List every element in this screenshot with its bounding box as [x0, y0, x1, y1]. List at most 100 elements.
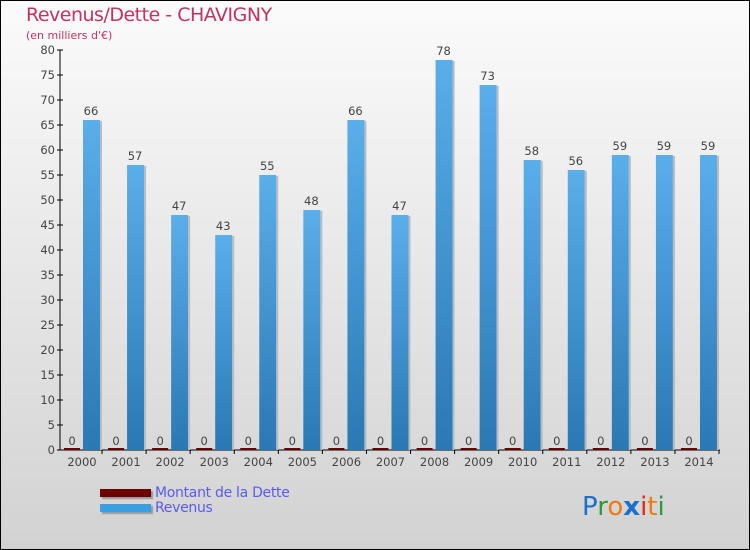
value-label-revenus: 78 [436, 44, 451, 58]
bar-dette [240, 448, 257, 450]
x-tick-label: 2005 [288, 455, 317, 469]
bar-revenus [215, 235, 233, 450]
y-tick-label: 70 [40, 93, 55, 107]
bar-revenus [303, 210, 321, 450]
value-label-revenus: 73 [480, 69, 495, 83]
legend-swatch-revenus [100, 504, 151, 512]
chart-subtitle: (en milliers d'€) [26, 29, 113, 42]
y-tick-label: 80 [40, 43, 55, 57]
bar-revenus [611, 155, 629, 450]
x-tick-label: 2000 [67, 455, 96, 469]
bar-revenus [347, 120, 365, 450]
x-tick-label: 2003 [200, 455, 229, 469]
y-tick-label: 5 [48, 418, 55, 432]
bar-revenus [567, 170, 585, 450]
bar-shadow [144, 166, 147, 450]
bar-shadow [716, 156, 719, 450]
y-tick-label: 35 [40, 268, 55, 282]
bar-revenus [127, 165, 145, 450]
x-tick-label: 2006 [332, 455, 361, 469]
y-tick-label: 60 [40, 143, 55, 157]
y-tick-label: 65 [40, 118, 55, 132]
value-label-revenus: 48 [304, 194, 319, 208]
legend-swatch-dette [100, 489, 151, 497]
value-label-revenus: 66 [348, 104, 363, 118]
y-tick-label: 15 [40, 368, 55, 382]
bar-dette [460, 448, 477, 450]
x-tick-label: 2013 [640, 455, 669, 469]
bar-shadow [584, 171, 587, 450]
value-label-dette: 0 [68, 434, 75, 448]
bar-revenus [391, 215, 409, 450]
value-label-revenus: 59 [701, 139, 716, 153]
bar-shadow [540, 161, 543, 450]
bar-shadow [408, 216, 411, 450]
value-label-dette: 0 [201, 434, 208, 448]
y-tick-label: 25 [40, 318, 55, 332]
bar-shadow [672, 156, 675, 450]
bar-revenus [83, 120, 100, 450]
value-label-dette: 0 [245, 434, 252, 448]
bar-dette [284, 448, 301, 450]
y-tick-label: 0 [48, 443, 55, 457]
value-label-revenus: 59 [657, 139, 672, 153]
svg-text:Proxiti: Proxiti [582, 492, 665, 522]
bar-dette [636, 448, 653, 450]
x-tick-label: 2012 [596, 455, 625, 469]
value-label-dette: 0 [289, 434, 296, 448]
value-label-dette: 0 [641, 434, 648, 448]
bar-shadow [188, 216, 191, 450]
y-tick-label: 45 [40, 218, 55, 232]
value-label-dette: 0 [112, 434, 119, 448]
bar-shadow [364, 121, 367, 450]
bar-dette [108, 448, 125, 450]
x-tick-label: 2011 [552, 455, 581, 469]
bar-dette [548, 448, 565, 450]
value-label-revenus: 43 [216, 219, 231, 233]
legend-label-dette: Montant de la Dette [155, 485, 290, 501]
x-tick-label: 2009 [464, 455, 493, 469]
proxiti-logo: Proxiti [582, 492, 665, 522]
legend-label-revenus: Revenus [155, 500, 213, 516]
value-label-dette: 0 [685, 434, 692, 448]
bar-revenus [523, 160, 541, 450]
bar-dette [328, 448, 345, 450]
value-label-dette: 0 [156, 434, 163, 448]
bar-revenus [171, 215, 189, 450]
x-tick-label: 2008 [420, 455, 449, 469]
value-label-dette: 0 [333, 434, 340, 448]
value-label-revenus: 59 [613, 139, 628, 153]
value-label-dette: 0 [509, 434, 516, 448]
y-tick-label: 40 [40, 243, 55, 257]
bar-revenus [479, 85, 497, 450]
x-tick-label: 2002 [155, 455, 184, 469]
chart-title: Revenus/Dette - CHAVIGNY [26, 4, 272, 26]
bar-dette [196, 448, 213, 450]
bar-shadow [276, 176, 279, 450]
value-label-revenus: 58 [524, 144, 539, 158]
bar-dette [372, 448, 389, 450]
bar-dette [680, 448, 697, 450]
bar-shadow [100, 121, 102, 450]
value-label-revenus: 47 [172, 199, 187, 213]
bar-revenus [259, 175, 277, 450]
value-label-revenus: 55 [260, 159, 275, 173]
bar-shadow [232, 236, 235, 450]
y-tick-label: 75 [40, 68, 55, 82]
bar-dette [416, 448, 433, 450]
x-tick-label: 2007 [376, 455, 405, 469]
bar-revenus [699, 155, 717, 450]
y-tick-label: 50 [40, 193, 55, 207]
x-tick-label: 2004 [244, 455, 273, 469]
x-tick-label: 2014 [684, 455, 713, 469]
y-tick-label: 30 [40, 293, 55, 307]
value-label-dette: 0 [553, 434, 560, 448]
value-label-dette: 0 [421, 434, 428, 448]
bar-dette [152, 448, 169, 450]
value-label-dette: 0 [377, 434, 384, 448]
bar-revenus [655, 155, 673, 450]
value-label-revenus: 57 [128, 149, 143, 163]
value-label-dette: 0 [465, 434, 472, 448]
value-label-revenus: 47 [392, 199, 407, 213]
